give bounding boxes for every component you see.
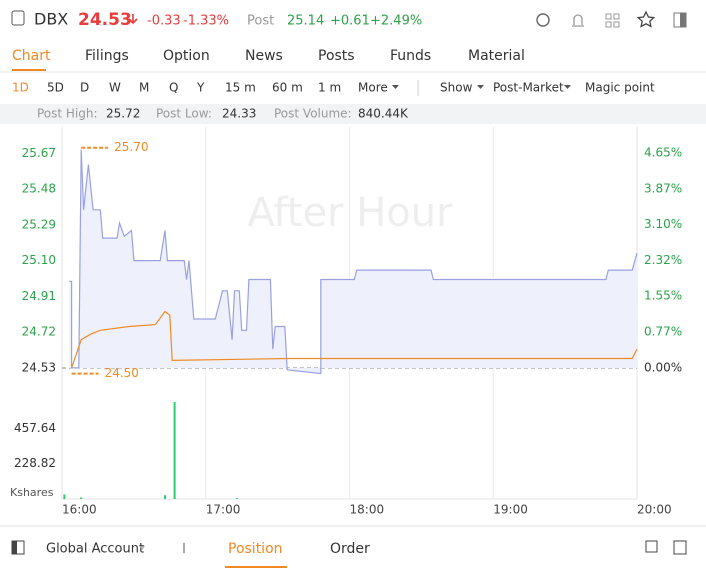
- dropdown-caret: [477, 85, 484, 89]
- footer-tab[interactable]: Order: [330, 541, 370, 557]
- stats-bar: [0, 104, 706, 124]
- y-tick-label: 25.48: [22, 182, 56, 196]
- dropdown-caret: [564, 85, 571, 89]
- y2-tick-label: 1.55%: [644, 289, 682, 303]
- period-button[interactable]: 60 m: [272, 81, 303, 95]
- x-tick-label: 16:00: [62, 503, 97, 517]
- y-tick-label: 24.53: [22, 360, 56, 374]
- y2-tick-label: 2.32%: [644, 253, 682, 267]
- panel-icon-fill: [12, 541, 17, 554]
- y-tick-label: 457.64: [14, 421, 56, 435]
- footer-tab[interactable]: Position: [228, 541, 283, 557]
- volume-bar: [173, 401, 176, 499]
- stat-label: Post Volume:: [274, 107, 352, 121]
- y-tick-label: 25.67: [22, 146, 56, 160]
- volume-bar: [164, 495, 167, 499]
- period-button[interactable]: M: [139, 81, 149, 95]
- change: -0.33: [147, 14, 181, 29]
- y2-tick-label: 0.77%: [644, 325, 682, 339]
- annotation-label: 24.50: [105, 366, 139, 380]
- stat-value: 24.33: [222, 107, 256, 121]
- symbol: DBX: [34, 10, 68, 29]
- volume-bar: [235, 498, 238, 499]
- x-tick-label: 20:00: [637, 503, 672, 517]
- stat-value: 25.72: [106, 107, 140, 121]
- nav-tab[interactable]: Option: [163, 48, 210, 64]
- y-axis-label: Kshares: [10, 486, 54, 499]
- post-change: +0.61: [330, 14, 370, 29]
- down-arrow: [128, 14, 138, 25]
- period-button[interactable]: D: [80, 81, 89, 95]
- change-pct: -1.33%: [183, 14, 229, 29]
- average-line: [71, 310, 638, 369]
- refresh-icon[interactable]: [536, 13, 550, 27]
- nav-tab[interactable]: Filings: [85, 48, 129, 64]
- nav-tab[interactable]: News: [245, 48, 283, 64]
- star-icon[interactable]: [636, 10, 656, 28]
- tab-underline: [12, 69, 46, 71]
- volume-bar: [63, 494, 66, 499]
- bell-icon[interactable]: [572, 14, 584, 27]
- price-area: [69, 149, 637, 374]
- post-label: Post: [247, 14, 274, 29]
- window-icon[interactable]: [673, 540, 687, 555]
- price-line: [69, 149, 638, 375]
- nav-tab[interactable]: Chart: [12, 48, 51, 64]
- y2-tick-label: 3.87%: [644, 181, 682, 195]
- stat-label: Post High:: [37, 107, 98, 121]
- panel-icon-fill: [680, 13, 686, 27]
- period-button[interactable]: W: [109, 81, 121, 95]
- nav-tab[interactable]: Funds: [390, 48, 431, 64]
- option-button[interactable]: Show: [440, 81, 473, 95]
- y2-tick-label: 4.65%: [644, 145, 682, 159]
- x-tick-label: 19:00: [493, 503, 528, 517]
- volume-bar: [80, 497, 83, 499]
- post-change-pct: +2.49%: [370, 14, 422, 29]
- option-button[interactable]: Post-Market: [493, 81, 564, 95]
- option-button[interactable]: Magic point: [585, 81, 655, 95]
- dropdown-caret: [139, 546, 145, 550]
- x-tick-label: 17:00: [206, 503, 241, 517]
- period-button[interactable]: 5D: [47, 81, 64, 95]
- y-tick-label: 25.10: [22, 253, 56, 267]
- period-button[interactable]: More: [358, 81, 388, 95]
- y2-tick-label: 3.10%: [644, 217, 682, 231]
- window-icon[interactable]: [645, 540, 658, 553]
- account-select[interactable]: Global Account: [46, 542, 144, 557]
- grid-icon[interactable]: [605, 13, 620, 28]
- post-price: 25.14: [287, 14, 324, 29]
- period-button[interactable]: 15 m: [225, 81, 256, 95]
- y-tick-label: 228.82: [14, 456, 56, 470]
- stat-label: Post Low:: [156, 107, 212, 121]
- nav-tab[interactable]: Material: [468, 48, 525, 64]
- nav-tab[interactable]: Posts: [318, 48, 355, 64]
- y-tick-label: 24.72: [22, 325, 56, 339]
- watermark: After Hour: [247, 190, 453, 236]
- y-tick-label: 25.29: [22, 217, 56, 231]
- price: 24.53: [78, 10, 132, 30]
- dropdown-caret: [392, 85, 399, 89]
- period-button[interactable]: Q: [169, 81, 178, 95]
- x-tick-label: 18:00: [350, 503, 385, 517]
- period-button[interactable]: 1D: [12, 81, 29, 95]
- annotation-label: 25.70: [114, 140, 148, 154]
- sidebar-icon[interactable]: [11, 10, 25, 26]
- tab-underline: [225, 566, 287, 568]
- y-tick-label: 24.91: [22, 289, 56, 303]
- period-button[interactable]: 1 m: [318, 81, 341, 95]
- period-button[interactable]: Y: [196, 81, 205, 95]
- stat-value: 840.44K: [358, 107, 409, 121]
- y2-tick-label: 0.00%: [644, 360, 682, 374]
